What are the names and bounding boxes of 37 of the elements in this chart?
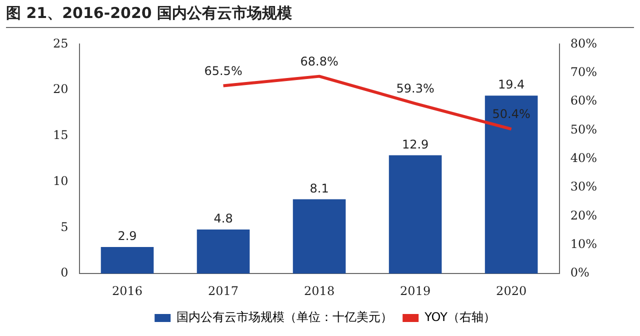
bar	[100, 246, 154, 274]
data-label: 19.4	[498, 78, 525, 92]
x-tick-label: 2016	[112, 284, 143, 298]
y2-tick-label: 30%	[570, 180, 597, 194]
y-tick-label: 20	[52, 82, 68, 96]
y-tick-label: 15	[52, 128, 68, 142]
bar	[484, 96, 538, 274]
data-label: 2.9	[118, 229, 137, 244]
chart-title: 图 21、2016-2020 国内公有云市场规模	[6, 4, 634, 28]
bar	[292, 199, 346, 274]
y-tick-label: 10	[52, 174, 68, 188]
data-label: 12.9	[402, 137, 429, 152]
y-tick-label: 0	[60, 266, 68, 280]
y-tick-label: 5	[60, 220, 68, 234]
data-label: 65.5%	[204, 64, 242, 78]
bar	[388, 155, 442, 274]
legend-label: YOY（右轴）	[424, 310, 496, 324]
data-label: 50.4%	[492, 107, 530, 122]
y2-tick-label: 0%	[570, 266, 590, 280]
y2-tick-label: 80%	[570, 36, 597, 50]
data-label: 59.3%	[396, 82, 434, 96]
x-tick-label: 2020	[496, 284, 527, 298]
data-label: 4.8	[214, 212, 233, 226]
bar	[196, 230, 250, 274]
y2-tick-label: 70%	[570, 65, 597, 79]
x-tick-label: 2018	[304, 284, 335, 298]
y-tick-label: 25	[52, 36, 68, 50]
y2-tick-label: 60%	[570, 94, 597, 108]
data-label: 8.1	[310, 181, 329, 196]
y2-tick-label: 10%	[570, 237, 597, 252]
data-label: 68.8%	[300, 54, 338, 68]
y2-tick-label: 20%	[570, 208, 597, 222]
x-tick-label: 2017	[208, 284, 239, 298]
x-tick-label: 2019	[400, 284, 431, 298]
y2-tick-label: 40%	[570, 151, 597, 166]
y2-tick-label: 50%	[570, 122, 597, 136]
legend-label: 国内公有云市场规模（单位：十亿美元）	[176, 310, 393, 324]
